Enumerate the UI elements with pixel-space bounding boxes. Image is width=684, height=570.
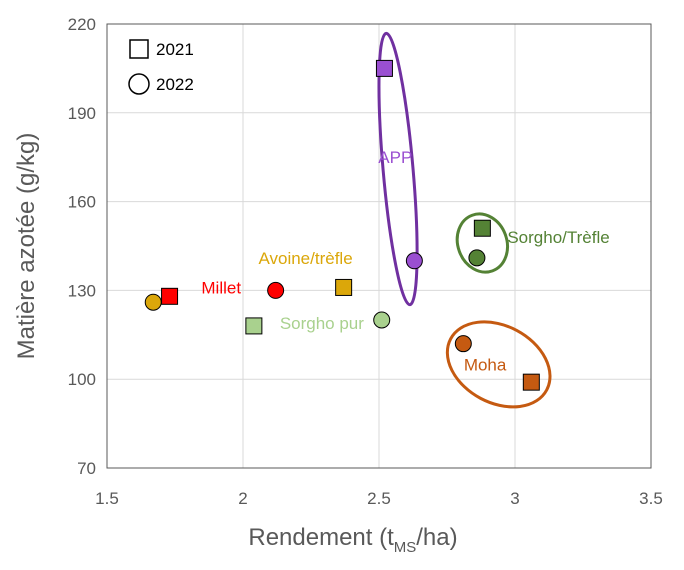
x-tick-labels: 1.5 2 2.5 3 3.5 xyxy=(95,489,663,508)
label-moha: Moha xyxy=(464,355,507,374)
point-sorgho-pur-2021 xyxy=(245,317,263,335)
y-tick-label: 130 xyxy=(68,281,96,300)
x-axis-title: Rendement (tMS/ha) xyxy=(248,524,457,556)
label-sorgho-pur: Sorgho pur xyxy=(280,314,364,333)
point-avoine-tr-fle-2021 xyxy=(335,278,353,296)
x-tick-label: 2.5 xyxy=(367,489,391,508)
y-tick-label: 220 xyxy=(68,15,96,34)
ellipse-sorgho-tr-fle xyxy=(455,212,509,274)
x-tick-label: 1.5 xyxy=(95,489,119,508)
x-tick-label: 2 xyxy=(238,489,247,508)
x-tick-label: 3 xyxy=(510,489,519,508)
label-avoine-tr-fle: Avoine/trèfle xyxy=(258,249,352,268)
point-millet-2021 xyxy=(161,287,179,305)
ellipse-moha xyxy=(445,320,552,409)
legend-label-2021: 2021 xyxy=(156,40,194,59)
legend-circle-marker xyxy=(128,73,150,95)
data-points xyxy=(144,59,540,391)
x-tick-label: 3.5 xyxy=(639,489,663,508)
legend: 2021 2022 xyxy=(128,39,194,95)
point-sorgho-pur-2022 xyxy=(373,311,391,329)
point-sorgho-tr-fle-2022 xyxy=(468,249,486,267)
point-app-2022 xyxy=(405,252,423,270)
y-tick-label: 100 xyxy=(68,370,96,389)
point-moha-2021 xyxy=(522,373,540,391)
point-moha-2022 xyxy=(454,335,472,353)
point-app-2021 xyxy=(375,59,393,77)
group-ellipses xyxy=(377,31,552,409)
ellipse-app xyxy=(377,31,419,307)
plot-area xyxy=(106,23,652,469)
label-app: APP xyxy=(378,148,412,167)
y-tick-labels: 70 100 130 160 190 220 xyxy=(68,15,96,478)
y-axis-title: Matière azotée (g/kg) xyxy=(13,133,40,360)
point-avoine-tr-fle-2022 xyxy=(144,293,162,311)
group-labels: Millet Avoine/trèfle Sorgho pur APP Sorgho/T… xyxy=(201,148,609,374)
point-sorgho-tr-fle-2021 xyxy=(473,219,491,237)
legend-label-2022: 2022 xyxy=(156,75,194,94)
y-tick-label: 160 xyxy=(68,193,96,212)
y-tick-label: 70 xyxy=(77,459,96,478)
y-tick-label: 190 xyxy=(68,104,96,123)
legend-square-marker xyxy=(129,39,149,59)
label-millet: Millet xyxy=(201,278,241,297)
label-sorgho-tr-fle: Sorgho/Trèfle xyxy=(507,228,609,247)
point-millet-2022 xyxy=(267,281,285,299)
